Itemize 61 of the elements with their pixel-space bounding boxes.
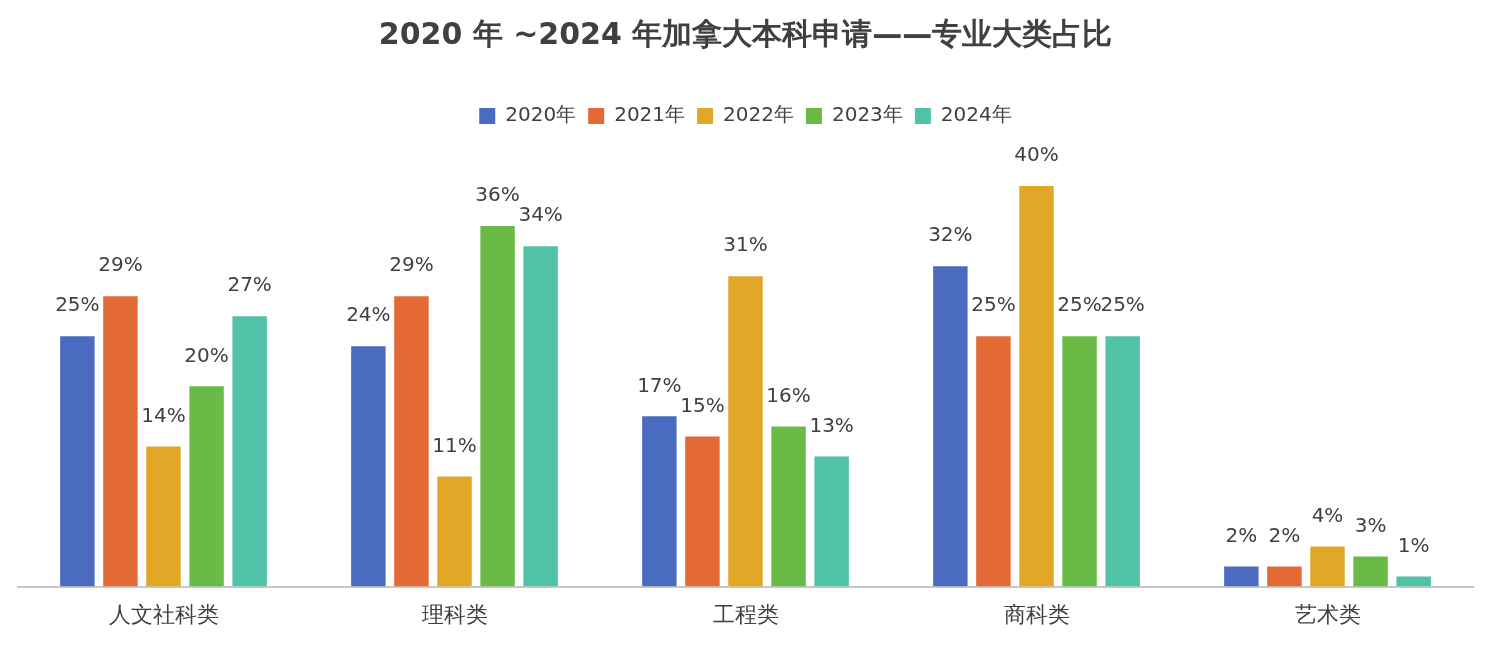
bar bbox=[1353, 556, 1388, 587]
bar bbox=[1224, 566, 1259, 587]
x-tick-label: 人文社科类 bbox=[108, 601, 219, 627]
bar bbox=[771, 426, 806, 587]
data-label: 25% bbox=[971, 292, 1016, 317]
data-label: 2% bbox=[1268, 522, 1301, 547]
data-label: 40% bbox=[1014, 142, 1059, 167]
bar bbox=[1310, 546, 1345, 587]
bar bbox=[1019, 186, 1054, 587]
data-label: 25% bbox=[1057, 292, 1102, 317]
legend-label: 2023年 bbox=[831, 102, 903, 127]
bar bbox=[523, 246, 558, 587]
data-label: 24% bbox=[346, 302, 391, 327]
bar bbox=[1105, 336, 1140, 587]
bar bbox=[351, 346, 386, 587]
bar bbox=[1267, 566, 1302, 587]
data-label: 14% bbox=[141, 402, 186, 427]
data-label: 2% bbox=[1225, 522, 1258, 547]
bar bbox=[642, 416, 677, 587]
bar bbox=[189, 386, 224, 587]
x-tick-label: 工程类 bbox=[712, 601, 779, 627]
data-label: 15% bbox=[680, 392, 725, 417]
bar bbox=[814, 456, 849, 587]
legend-label: 2020年 bbox=[505, 102, 577, 127]
chart-title: 2020 年 ~2024 年加拿大本科申请——专业大类占比 bbox=[378, 15, 1113, 51]
data-label: 32% bbox=[928, 222, 973, 247]
data-label: 3% bbox=[1354, 512, 1387, 537]
data-label: 29% bbox=[389, 252, 434, 277]
bar bbox=[728, 276, 763, 587]
data-label: 17% bbox=[637, 372, 682, 397]
bar bbox=[933, 266, 968, 587]
bar bbox=[480, 226, 515, 587]
data-label: 1% bbox=[1397, 532, 1430, 557]
data-label: 27% bbox=[227, 272, 272, 297]
data-label: 29% bbox=[98, 252, 143, 277]
data-label: 36% bbox=[475, 182, 520, 207]
data-label: 4% bbox=[1311, 502, 1344, 527]
bar bbox=[394, 296, 429, 587]
data-label: 25% bbox=[55, 292, 100, 317]
legend-label: 2021年 bbox=[614, 102, 686, 127]
bar bbox=[685, 436, 720, 587]
legend-label: 2022年 bbox=[723, 102, 794, 127]
x-tick-label: 理科类 bbox=[421, 601, 488, 627]
bar bbox=[1396, 576, 1431, 587]
data-label: 25% bbox=[1100, 292, 1145, 317]
bar bbox=[232, 316, 267, 587]
data-label: 20% bbox=[184, 342, 229, 367]
bar bbox=[1062, 336, 1097, 587]
x-tick-label: 商科类 bbox=[1003, 601, 1070, 627]
data-label: 11% bbox=[432, 432, 477, 457]
data-label: 13% bbox=[809, 412, 854, 437]
data-label: 31% bbox=[723, 232, 768, 257]
legend-label: 2024年 bbox=[940, 102, 1012, 127]
bar bbox=[60, 336, 95, 587]
bar bbox=[437, 476, 472, 587]
data-label: 34% bbox=[518, 202, 563, 227]
data-label: 16% bbox=[766, 382, 811, 407]
bar bbox=[976, 336, 1011, 587]
bar bbox=[103, 296, 138, 587]
x-tick-label: 艺术类 bbox=[1294, 601, 1361, 627]
bar bbox=[146, 446, 181, 587]
